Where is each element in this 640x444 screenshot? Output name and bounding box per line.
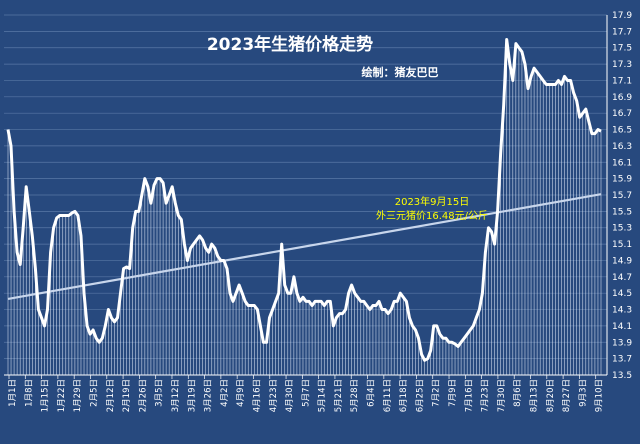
y-tick-label: 17.3 [612,60,632,70]
y-tick-label: 13.7 [612,355,632,365]
x-tick-label: 4月30日 [285,379,295,412]
x-tick-label: 6月4日 [367,379,377,407]
x-tick-label: 1月29日 [73,379,83,412]
x-tick-label: 2月12日 [106,379,116,412]
price-line [6,38,602,362]
chart-subtitle: 绘制：猪友巴巴 [362,65,439,79]
x-tick-label: 4月9日 [236,379,246,407]
y-tick-label: 16.5 [612,126,632,136]
y-tick-label: 15.7 [612,191,632,201]
x-tick-label: 7月2日 [432,379,442,407]
annotation-line2: 外三元猪价16.48元/公斤 [376,210,488,222]
annotation-line1: 2023年9月15日 [395,195,470,208]
x-tick-label: 4月16日 [252,379,262,412]
x-tick-label: 6月18日 [399,379,409,412]
x-tick-label: 8月27日 [562,379,572,412]
y-tick-label: 15.1 [612,240,632,250]
x-tick-label: 2月19日 [122,379,132,412]
chart-title: 2023年生猪价格走势 [207,34,373,55]
x-tick-label: 1月8日 [24,379,34,407]
x-tick-label: 8月13日 [530,379,540,412]
drop-lines [7,39,602,375]
y-tick-label: 17.9 [612,11,632,21]
y-tick-label: 13.9 [612,338,632,348]
x-tick-label: 1月15日 [41,379,51,412]
x-tick-label: 3月26日 [204,379,214,412]
trend-line-group [7,193,602,300]
y-tick-label: 14.9 [612,256,632,266]
y-tick-label: 16.1 [612,158,632,168]
x-tick-label: 7月30日 [497,379,507,412]
y-tick-label: 16.7 [612,109,632,119]
y-tick-label: 16.3 [612,142,632,152]
x-tick-label: 8月6日 [513,379,523,407]
x-tick-label: 6月25日 [415,379,425,412]
x-tick-label: 1月1日 [8,379,18,407]
x-tick-label: 5月21日 [334,379,344,412]
grid-lines [4,14,608,376]
x-tick-label: 7月16日 [464,379,474,412]
x-tick-label: 3月12日 [171,379,181,412]
y-tick-label: 14.1 [612,322,632,332]
y-tick-label: 17.7 [612,27,632,37]
trend-line [7,193,602,300]
price-series-group [6,38,602,362]
x-tick-label: 7月9日 [448,379,458,407]
x-tick-label: 8月20日 [546,379,556,412]
x-tick-label: 4月2日 [220,379,230,407]
y-tick-label: 15.9 [612,175,632,185]
x-tick-label: 4月23日 [269,379,279,412]
y-tick-label: 17.1 [612,76,632,86]
x-tick-label: 5月14日 [318,379,328,412]
y-tick-label: 14.3 [612,306,632,316]
y-tick-label: 15.5 [612,207,632,217]
y-tick-label: 16.9 [612,93,632,103]
x-tick-label: 9月3日 [578,379,588,407]
x-tick-label: 6月11日 [383,379,393,412]
x-tick-label: 2月26日 [138,379,148,412]
y-tick-label: 14.5 [612,289,632,299]
x-tick-label: 2月5日 [89,379,99,407]
x-tick-label: 5月7日 [301,379,311,407]
x-tick-label: 3月19日 [187,379,197,412]
y-tick-label: 15.3 [612,224,632,234]
x-tick-label: 3月5日 [155,379,165,407]
x-axis: 1月1日 1月8日 1月15日 1月22日 1月29日 2月5日 2月12日 2月19日 2月2… [8,375,605,412]
y-axis: 13.5 13.7 13.9 14.1 14.3 14.5 14.7 14.9 15.1 15.3… [612,11,632,381]
y-tick-label: 13.5 [612,371,632,381]
x-tick-label: 7月23日 [481,379,491,412]
y-tick-label: 14.7 [612,273,632,283]
y-tick-label: 17.5 [612,44,632,54]
x-tick-label: 9月10日 [595,379,605,412]
x-tick-label: 5月28日 [350,379,360,412]
x-tick-label: 1月22日 [57,379,67,412]
